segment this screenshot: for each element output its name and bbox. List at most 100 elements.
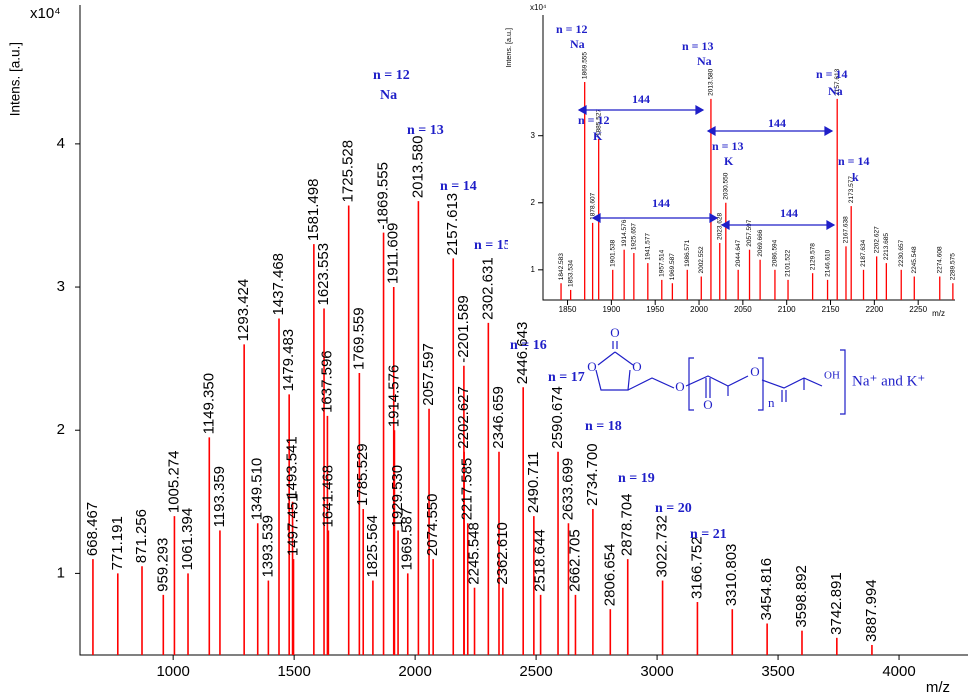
peak-label: 1901.538 [609, 239, 616, 266]
annotation: n = 21 [690, 527, 727, 542]
peak-label: 2013.580 [708, 68, 715, 95]
x-tick-label: 1950 [646, 305, 664, 314]
peak-label: 1437.468 [270, 253, 287, 316]
peak-label: 1479.483 [280, 329, 297, 392]
annotation: n = 12 [578, 113, 610, 127]
y-axis-label: Intens. [a.u.] [8, 42, 23, 116]
chemical-structure: O O O O O O n OH Na⁺ and K⁺ [587, 325, 925, 415]
atom-label: O [675, 379, 684, 394]
bond [685, 375, 749, 387]
atom-label: O [703, 397, 712, 412]
carbonyl [705, 378, 711, 398]
arrow-head [591, 212, 719, 224]
peak-label: 2002.552 [698, 246, 705, 273]
peak-label: 1725.528 [340, 140, 357, 203]
peak-label: 2245.548 [465, 522, 482, 585]
annotation: n = 17 [548, 370, 585, 385]
peak-label: 1878.607 [589, 192, 596, 219]
y-tick-label: 4 [57, 135, 65, 152]
peak-label: 2157.613 [834, 68, 841, 95]
peak-label: 2446.643 [514, 322, 531, 385]
peak-label: 2518.644 [532, 529, 549, 592]
carbonyl [612, 341, 618, 349]
y-tick-label: 2 [531, 198, 536, 207]
peak-label: 2146.610 [824, 249, 831, 276]
peak-label: 2167.638 [843, 216, 850, 243]
peak-label: 2074.550 [424, 493, 441, 556]
x-tick-label: 2500 [519, 663, 552, 680]
peak-label: 2302.631 [479, 257, 496, 320]
peak-label: 1293.424 [235, 279, 252, 342]
repeat-index: n [768, 395, 775, 410]
peak-label: 2245.548 [911, 246, 918, 273]
ring [595, 351, 634, 391]
arrow-head [706, 125, 834, 137]
peak-label: 2187.634 [860, 239, 867, 266]
annotation: 144 [768, 116, 786, 130]
peak-label: 2129.578 [809, 243, 816, 270]
peak-label: 1925.657 [631, 223, 638, 250]
peak-label: 2101.522 [785, 249, 792, 276]
peak-label: 2590.674 [549, 386, 566, 449]
ion-bracket [840, 349, 846, 415]
carbonyl [781, 390, 787, 402]
y-multiplier: x10⁴ [530, 3, 547, 12]
atom-label: OH [824, 370, 840, 382]
annotation: K [724, 154, 734, 168]
x-tick-label: 1900 [602, 305, 620, 314]
peak-label: 1869.555 [581, 52, 588, 79]
peak-label: 771.191 [109, 516, 126, 570]
peak-label: 3310.803 [723, 544, 740, 607]
x-tick-label: 2250 [909, 305, 927, 314]
annotation: n = 18 [585, 419, 622, 434]
atom-label: O [750, 364, 759, 379]
annotation: n = 14 [440, 179, 477, 194]
peak-label: 1623.553 [315, 243, 332, 306]
x-tick-label: 2000 [398, 663, 431, 680]
annotation: Na [380, 88, 397, 103]
peak-label: 1493.541 [284, 436, 301, 499]
peak-label: 2202.627 [873, 226, 880, 253]
annotation: n = 20 [655, 501, 692, 516]
repeat-bracket [688, 357, 764, 411]
x-axis-label: m/z [926, 679, 950, 696]
axis-frame [79, 5, 968, 656]
peak-label: 2044.647 [735, 239, 742, 266]
peak-label: 3598.892 [793, 565, 810, 628]
peak-label: 1969.587 [399, 508, 416, 571]
peak-label: 871.256 [133, 509, 150, 563]
peak-label: 2362.610 [494, 522, 511, 585]
peak-label: 3742.891 [828, 572, 845, 635]
peak-label: 2217.585 [459, 458, 476, 521]
peak-label: 1911.609 [385, 223, 402, 284]
bond [761, 377, 823, 389]
peak-label: 1929.530 [389, 465, 406, 528]
peak-label: 2633.699 [559, 458, 576, 521]
peak-label: -1869.555 [375, 162, 392, 230]
annotation: n = 12 [373, 68, 410, 83]
x-tick-label: 1500 [277, 663, 310, 680]
peak-label: 959.293 [154, 538, 171, 592]
peak-label: 2274.608 [936, 246, 943, 273]
inset-background [508, 0, 976, 322]
peak-label: 3022.732 [654, 515, 671, 578]
y-tick-label: 2 [57, 421, 65, 438]
x-tick-label: 2150 [822, 305, 840, 314]
peak-label: 1853.534 [567, 259, 574, 286]
annotation: n = 14 [838, 154, 870, 168]
peak-label: 1785.529 [354, 443, 371, 506]
axis-frame [542, 15, 955, 301]
peak-label: 2806.654 [601, 544, 618, 607]
peak-label: 1005.274 [165, 451, 182, 514]
peak-label: 2662.705 [566, 529, 583, 592]
x-tick-label: 2000 [690, 305, 708, 314]
y-tick-label: 1 [57, 564, 65, 581]
atom-label: O [610, 325, 619, 340]
x-tick-label: 1000 [156, 663, 189, 680]
atom-label: O [587, 359, 596, 374]
peak-label: 2013.580 [409, 136, 426, 199]
annotation: n = 15 [474, 238, 511, 253]
peak-label: 2173.577 [848, 176, 855, 203]
main-spectrum: 1000 1500 2000 2500 3000 3500 4000 1 2 3 4 m/z Inten… [8, 5, 968, 696]
peak-label: 2490.711 [525, 452, 542, 513]
